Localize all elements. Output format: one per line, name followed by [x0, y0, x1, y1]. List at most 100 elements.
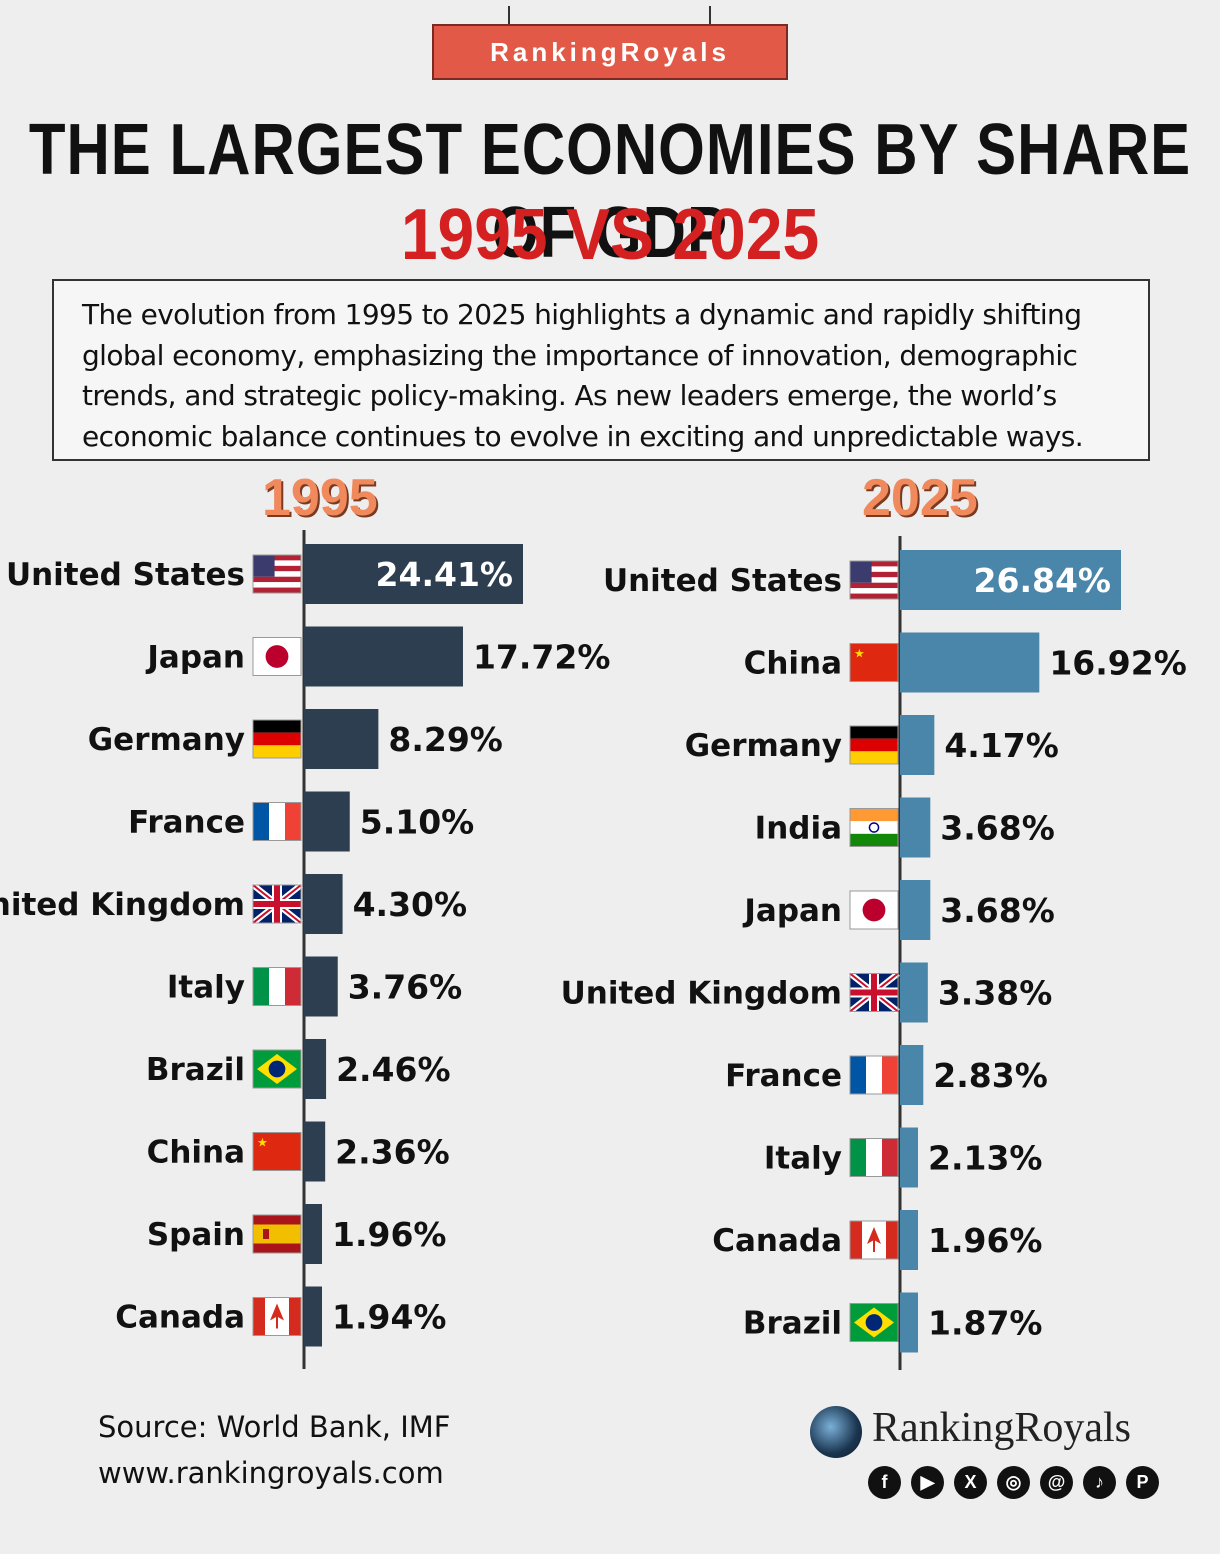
website-link[interactable]: www.rankingroyals.com — [98, 1456, 444, 1490]
logo-globe-icon — [810, 1406, 862, 1458]
category-label: Brazil — [146, 1052, 245, 1088]
page-subtitle: 1995 VS 2025 — [400, 193, 820, 275]
value-label: 2.36% — [335, 1133, 450, 1172]
flag-spain-icon — [252, 1214, 302, 1254]
flag-united-states-icon — [252, 554, 302, 594]
flag-china-icon: ★ — [849, 643, 899, 682]
svg-text:★: ★ — [257, 1136, 268, 1150]
bar-brazil — [304, 1039, 327, 1099]
value-label: 2.46% — [336, 1050, 451, 1089]
bar-japan — [900, 880, 931, 940]
value-label: 24.41% — [376, 555, 513, 594]
bar-canada — [900, 1210, 918, 1270]
bar-united-kingdom — [304, 874, 343, 934]
source-text: Source: World Bank, IMF — [98, 1410, 451, 1444]
social-icons: f ▶ X ◎ @ ♪ P — [868, 1466, 1159, 1499]
value-label: 2.83% — [933, 1056, 1048, 1095]
bar-italy — [900, 1127, 918, 1188]
bar-united-states — [900, 550, 1121, 610]
category-label: China — [744, 646, 842, 682]
flag-brazil-icon — [849, 1303, 899, 1342]
bar-brazil — [900, 1292, 918, 1353]
logo-text: RankingRoyals — [872, 1405, 1131, 1451]
flag-germany-icon — [849, 725, 899, 765]
category-label: Spain — [147, 1217, 245, 1253]
threads-icon[interactable]: @ — [1040, 1466, 1073, 1499]
bar-germany — [900, 715, 935, 775]
category-label: Canada — [115, 1300, 245, 1336]
bar-italy — [304, 956, 338, 1017]
hang-line-right — [709, 6, 711, 24]
flag-india-icon — [849, 808, 899, 847]
value-label: 17.72% — [473, 638, 610, 677]
value-label: 16.92% — [1049, 644, 1186, 683]
value-label: 1.94% — [332, 1298, 447, 1337]
bar-spain — [304, 1204, 322, 1264]
value-label: 5.10% — [360, 803, 475, 842]
value-label: 3.76% — [348, 968, 463, 1007]
flag-canada-icon — [849, 1220, 899, 1260]
bar-germany — [304, 709, 379, 769]
chart-panel-2025: United States 26.84% ★ China 16.92% Germany 4.… — [561, 536, 1187, 1370]
flag-france-icon — [252, 802, 302, 841]
value-label: 1.96% — [332, 1215, 447, 1254]
value-label: 2.13% — [928, 1139, 1043, 1178]
x-icon[interactable]: X — [954, 1466, 987, 1499]
year-heading-2025: 2025 — [862, 469, 978, 527]
value-label: 3.68% — [940, 809, 1055, 848]
value-label: 4.30% — [353, 885, 468, 924]
bar-united-kingdom — [900, 962, 928, 1023]
instagram-icon[interactable]: ◎ — [997, 1466, 1030, 1499]
category-label: Italy — [167, 970, 245, 1006]
bar-united-states — [304, 544, 523, 604]
category-label: United Kingdom — [0, 887, 245, 923]
flag-france-icon — [849, 1055, 899, 1095]
tiktok-icon[interactable]: ♪ — [1083, 1466, 1116, 1499]
category-label: Italy — [764, 1141, 842, 1177]
value-label: 1.87% — [928, 1304, 1043, 1343]
category-label: India — [755, 811, 842, 847]
bar-france — [304, 791, 350, 852]
flag-china-icon: ★ — [252, 1132, 302, 1171]
category-label: Brazil — [743, 1306, 842, 1342]
page-title: THE LARGEST ECONOMIES BY SHARE OF GDP — [28, 109, 1192, 273]
category-label: United Kingdom — [561, 976, 842, 1012]
category-label: France — [128, 805, 245, 841]
flag-germany-icon — [252, 719, 302, 759]
category-label: Germany — [88, 722, 245, 758]
flag-japan-icon — [252, 637, 302, 676]
flag-japan-icon — [849, 890, 899, 930]
flag-united-kingdom-icon — [848, 971, 900, 1014]
value-label: 1.96% — [928, 1221, 1043, 1260]
flag-united-states-icon — [849, 560, 899, 600]
category-label: Canada — [712, 1223, 842, 1259]
flag-brazil-icon — [252, 1049, 302, 1089]
category-label: Germany — [685, 728, 842, 764]
value-label: 4.17% — [944, 726, 1059, 765]
svg-text:★: ★ — [854, 647, 865, 661]
category-label: France — [725, 1058, 842, 1094]
value-label: 3.68% — [940, 891, 1055, 930]
category-label: Japan — [145, 640, 245, 676]
bar-china — [900, 632, 1040, 693]
value-label: 26.84% — [974, 561, 1111, 600]
chart-panel-1995: United States 24.41% Japan 17.72% Germany 8.2… — [0, 530, 610, 1369]
bar-china — [304, 1121, 326, 1182]
source-block: Source: World Bank, IMF www.rankingroyal… — [98, 1404, 450, 1496]
bar-india — [900, 797, 931, 858]
pinterest-icon[interactable]: P — [1126, 1466, 1159, 1499]
category-label: United States — [6, 557, 245, 593]
brand-badge: RankingRoyals — [432, 24, 788, 80]
value-label: 3.38% — [938, 974, 1052, 1013]
facebook-icon[interactable]: f — [868, 1466, 901, 1499]
description-box: The evolution from 1995 to 2025 highligh… — [52, 279, 1150, 461]
flag-italy-icon — [252, 967, 302, 1006]
bar-canada — [304, 1286, 322, 1347]
category-label: China — [147, 1135, 245, 1171]
bar-japan — [304, 626, 463, 687]
hang-line-left — [508, 6, 510, 24]
flag-italy-icon — [849, 1138, 899, 1177]
youtube-icon[interactable]: ▶ — [911, 1466, 944, 1499]
category-label: Japan — [742, 893, 842, 929]
flag-united-kingdom-icon — [251, 882, 303, 926]
